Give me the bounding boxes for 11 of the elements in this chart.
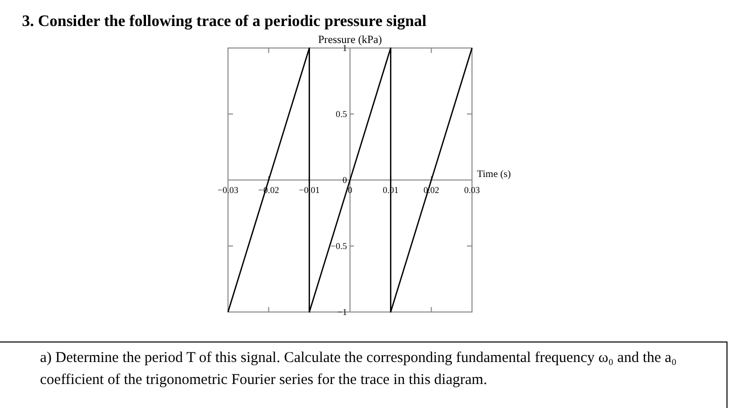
text: a) Determine the period T of this signal. Calculate the corresponding fundamental frequency ω₀ and the a₀ coefficient of the trigonometric Fourier series for the trace in this diagram. — [40, 349, 678, 390]
y-axis-title: Pressure (kPa) — [318, 34, 382, 46]
chart-title: 3. Consider the following trace of a periodic pressure signal — [22, 13, 427, 30]
y-tick-label: 0 — [342, 175, 348, 185]
x-tick-label: −0.03 — [218, 185, 239, 195]
x-axis-title: Time (s) — [477, 169, 511, 180]
y-tick-label: −1 — [337, 307, 347, 317]
y-tick-label: 0.5 — [336, 109, 348, 119]
y-tick-label: 1 — [342, 43, 347, 53]
x-tick-label: 0.03 — [464, 185, 480, 195]
y-tick-label: −0.5 — [330, 241, 348, 251]
